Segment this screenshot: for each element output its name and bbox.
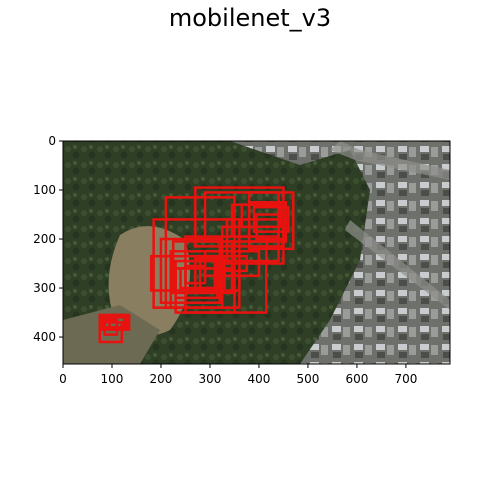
x-tick-label: 300 [199,372,222,386]
y-axis: 0 100 200 300 400 [33,134,63,344]
detection-box [194,257,226,290]
detection-boxes [98,186,295,344]
detection-box [108,313,128,329]
x-tick-label: 200 [150,372,173,386]
x-tick-label: 500 [296,372,319,386]
detection-box [184,235,268,314]
plot-frame [62,140,451,365]
x-tick-label: 100 [101,372,124,386]
y-tick-label: 100 [33,183,56,197]
detection-box [220,225,285,265]
chart-title: mobilenet_v3 [168,4,332,32]
x-tick-label: 400 [247,372,270,386]
detection-box [203,250,261,278]
x-axis: 0 100 200 300 400 500 600 700 [59,364,417,386]
x-tick-label: 700 [394,372,417,386]
y-tick-label: 300 [33,281,56,295]
detection-box [213,254,248,273]
x-tick-label: 0 [59,372,67,386]
y-tick-label: 400 [33,330,56,344]
y-tick-label: 200 [33,232,56,246]
detection-box [169,250,224,309]
y-tick-label: 0 [48,134,56,148]
x-tick-label: 600 [345,372,368,386]
